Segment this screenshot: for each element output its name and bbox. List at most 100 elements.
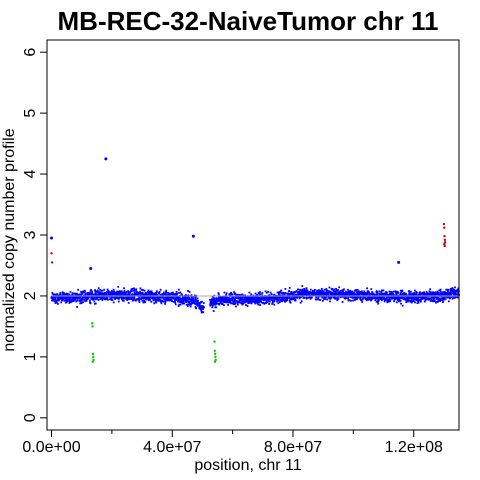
data-point (376, 300, 379, 303)
data-point (297, 295, 299, 298)
data-point (324, 298, 327, 300)
data-point (398, 298, 400, 301)
data-point (50, 236, 54, 240)
data-point (353, 294, 356, 296)
data-point (156, 294, 159, 296)
data-point (138, 298, 141, 301)
data-point (153, 302, 156, 305)
data-point (182, 300, 185, 303)
data-point (186, 299, 189, 302)
data-point (77, 288, 80, 291)
data-point (443, 235, 446, 238)
data-point (218, 302, 221, 305)
data-point (60, 301, 63, 304)
data-point (65, 299, 67, 302)
data-point (91, 360, 94, 363)
data-point (240, 293, 243, 296)
data-point (64, 297, 67, 300)
data-point (408, 290, 410, 293)
data-point (404, 293, 407, 296)
data-point (71, 292, 74, 295)
data-point (356, 296, 358, 299)
data-point (133, 296, 136, 299)
data-point (66, 297, 68, 300)
data-point (116, 296, 119, 298)
data-point (303, 287, 306, 290)
data-point (197, 299, 199, 302)
data-point (117, 300, 120, 303)
data-point (353, 299, 356, 301)
data-point (172, 291, 174, 294)
data-point (369, 293, 372, 295)
data-point (103, 295, 106, 298)
data-point (340, 293, 342, 296)
data-point (81, 291, 83, 294)
data-point (356, 297, 359, 300)
data-point (371, 291, 374, 294)
data-point (54, 299, 57, 302)
data-point (409, 295, 412, 298)
data-point (256, 300, 259, 303)
data-point (386, 293, 388, 296)
data-point (434, 293, 437, 296)
data-point (236, 294, 238, 296)
data-point (254, 302, 257, 305)
data-point (257, 303, 260, 306)
data-point (256, 302, 259, 305)
data-point (336, 292, 339, 295)
data-point (84, 294, 87, 297)
data-point (330, 297, 333, 299)
data-point (322, 299, 324, 302)
data-point (247, 302, 250, 304)
data-point (256, 294, 259, 297)
data-point (236, 301, 239, 304)
data-point (95, 298, 97, 301)
data-point (106, 297, 109, 300)
data-point (90, 293, 92, 296)
y-tick-label: 1 (22, 352, 39, 361)
data-point (193, 302, 196, 305)
data-point (385, 298, 387, 301)
data-point (415, 299, 418, 302)
data-point (413, 292, 416, 294)
data-point (142, 289, 144, 291)
data-point (137, 293, 140, 296)
data-point (370, 288, 373, 291)
data-point (55, 299, 58, 302)
data-point (155, 301, 158, 304)
data-point (359, 297, 362, 300)
data-point (235, 305, 237, 308)
data-point (110, 291, 112, 294)
data-point (385, 291, 388, 294)
data-point (374, 296, 377, 298)
data-point (79, 299, 82, 301)
data-point (289, 293, 292, 296)
data-point (147, 295, 150, 298)
data-point (347, 296, 350, 299)
data-point (342, 290, 344, 293)
data-point (102, 297, 105, 300)
data-point (301, 285, 304, 287)
data-point (59, 291, 62, 294)
data-point (249, 301, 252, 303)
data-point (303, 297, 306, 299)
data-point (61, 291, 64, 294)
data-point (276, 291, 279, 294)
data-point (435, 296, 438, 299)
data-point (337, 289, 340, 291)
data-point (195, 300, 198, 303)
data-point (294, 291, 297, 293)
y-tick-label: 0 (22, 413, 39, 422)
data-point (405, 301, 408, 303)
data-point (249, 299, 252, 302)
data-point (242, 302, 244, 305)
data-point (350, 291, 353, 294)
data-point (310, 294, 313, 297)
data-point (443, 241, 447, 244)
data-point (425, 291, 428, 293)
data-point (389, 300, 392, 302)
data-point (122, 296, 125, 299)
y-tick-label: 4 (22, 170, 39, 179)
data-point (156, 290, 158, 293)
plot-frame (46, 39, 460, 431)
